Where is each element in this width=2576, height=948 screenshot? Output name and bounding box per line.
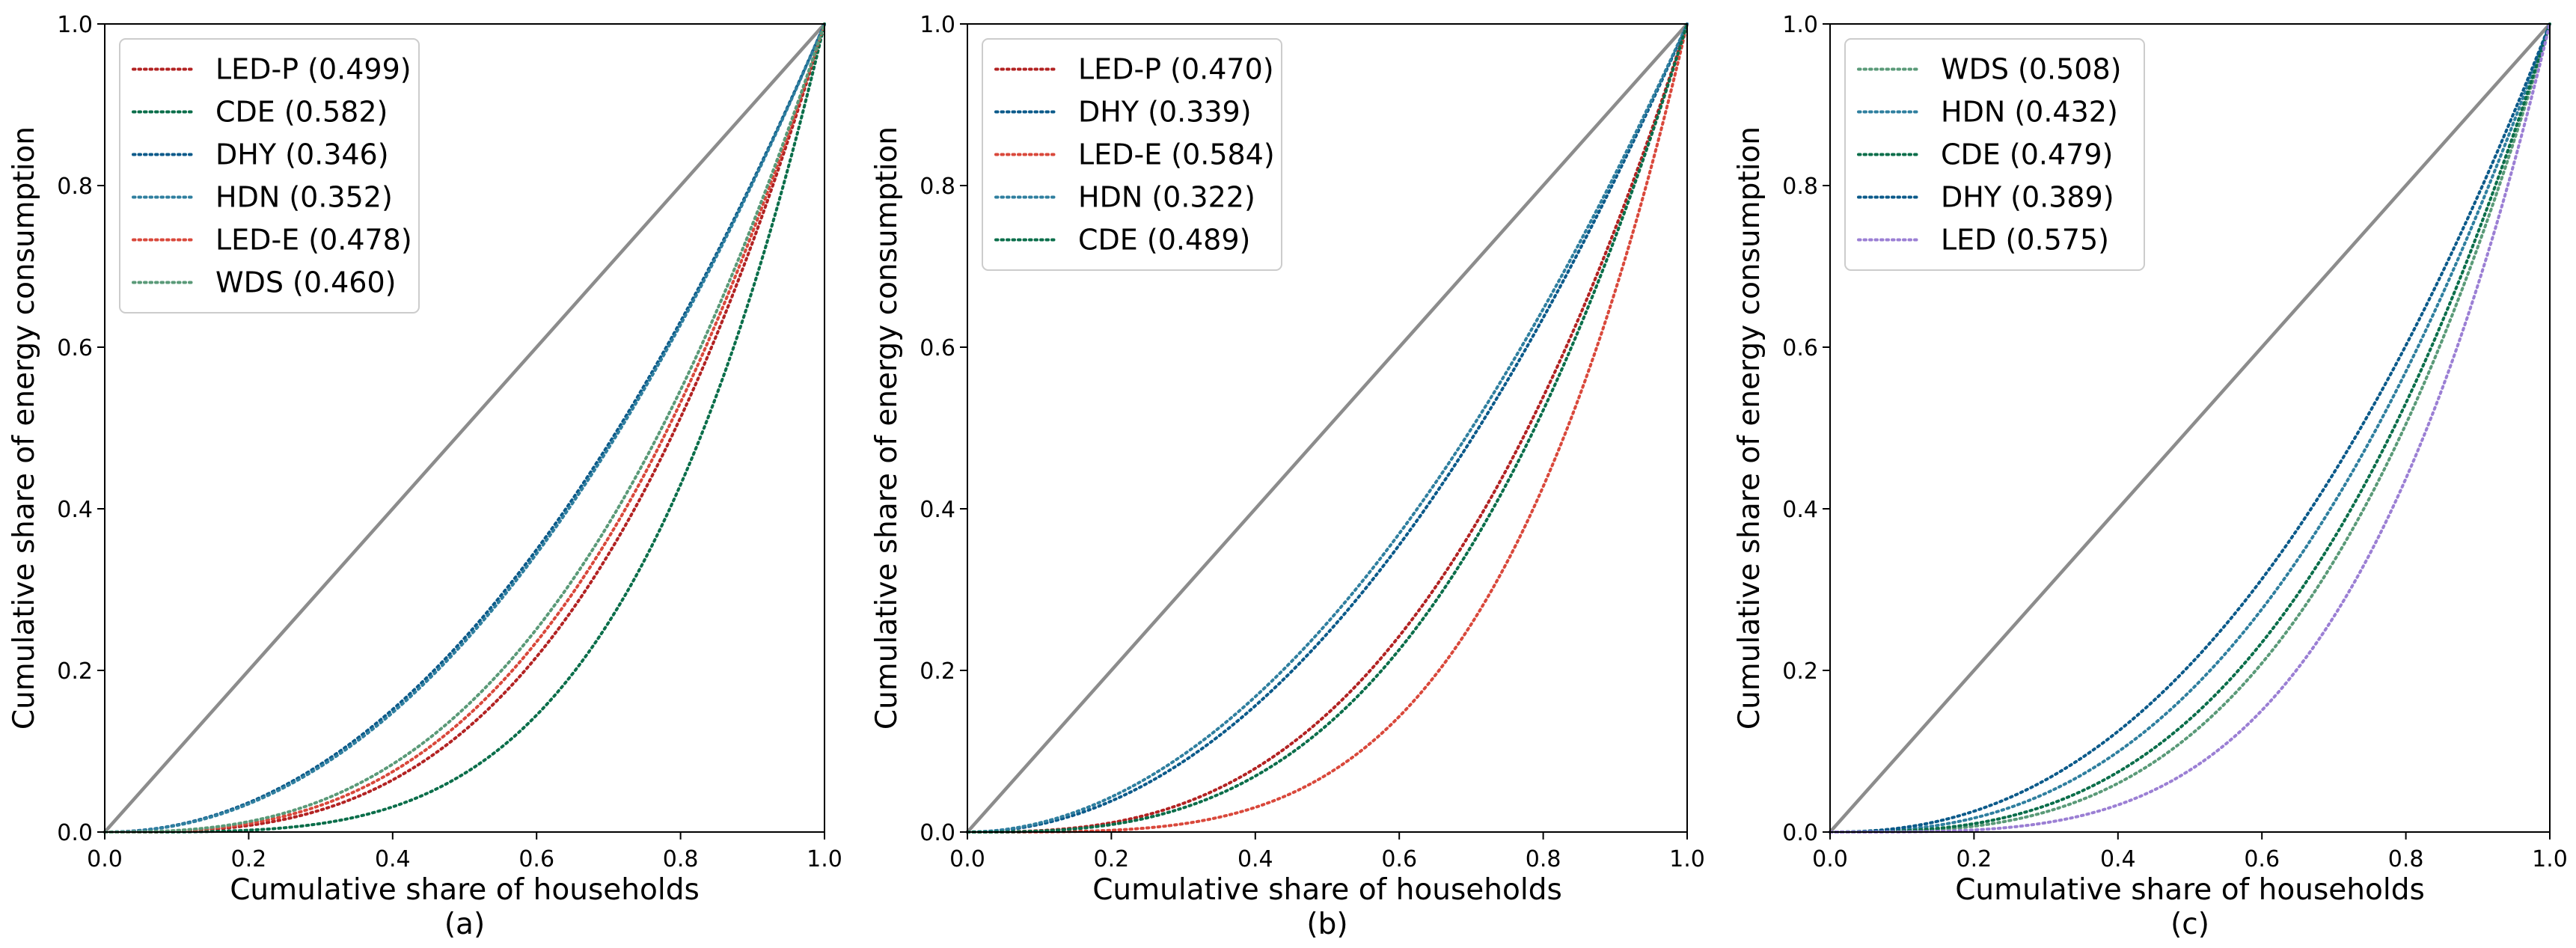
lorenz-curve	[103, 22, 826, 834]
legend-entry-label: WDS (0.460)	[215, 266, 396, 299]
lorenz-curve	[1829, 22, 2551, 834]
y-axis-label: Cumulative share of energy consumption	[870, 126, 904, 730]
legend-entry-label: LED-P (0.470)	[1078, 53, 1274, 86]
x-axis-label: Cumulative share of households	[1092, 873, 1562, 907]
legend-entry-label: CDE (0.479)	[1941, 138, 2113, 171]
chart-panel: 0.0 0.2 0.4 0.6 0.8 1.0 0.0 0.2 0.4 0.6 0.8 1.0 Cumu…	[7, 12, 842, 941]
lorenz-curve	[1829, 22, 2551, 834]
legend-entry-label: LED-P (0.499)	[215, 53, 412, 86]
lorenz-curve	[966, 22, 1689, 834]
y-tick-label: 0.6	[57, 335, 93, 361]
y-axis-label: Cumulative share of energy consumption	[1733, 126, 1766, 730]
x-tick-label: 1.0	[1669, 846, 1705, 872]
chart-panel: 0.0 0.2 0.4 0.6 0.8 1.0 0.0 0.2 0.4 0.6 0.8 1.0 Cumu…	[870, 12, 1705, 941]
panel-caption: (b)	[1306, 908, 1347, 941]
legend-entry-label: HDN (0.322)	[1078, 181, 1255, 214]
lorenz-curve	[966, 22, 1689, 834]
equality-line	[1829, 22, 2551, 834]
legend: LED-P (0.499) CDE (0.582) DHY (0.346) HDN (…	[119, 38, 420, 314]
x-tick-label: 0.8	[663, 846, 699, 872]
x-tick-label: 0.8	[2388, 846, 2424, 872]
y-tick-label: 0.8	[1782, 174, 1818, 200]
x-tick-label: 0.4	[2100, 846, 2136, 872]
legend-entry-label: LED-E (0.478)	[215, 224, 412, 257]
lorenz-curve	[1829, 22, 2551, 834]
legend-entry-label: WDS (0.508)	[1941, 53, 2121, 86]
lorenz-curve	[103, 22, 826, 834]
legend-entry-label: HDN (0.432)	[1941, 96, 2118, 129]
y-tick-label: 0.2	[1782, 658, 1818, 685]
legend-box	[1844, 38, 2145, 271]
lorenz-curve	[966, 22, 1689, 834]
y-tick-label: 0.4	[57, 497, 93, 523]
y-tick-label: 0.0	[920, 820, 955, 846]
y-tick-label: 0.0	[57, 820, 93, 846]
plot-frame	[1829, 23, 2551, 833]
lorenz-curve	[966, 22, 1689, 834]
x-tick-label: 1.0	[807, 846, 842, 872]
equality-line	[103, 22, 826, 834]
y-tick-label: 0.6	[1782, 335, 1818, 361]
legend-entry-label: DHY (0.389)	[1941, 181, 2114, 214]
legend-entry-label: HDN (0.352)	[215, 181, 393, 214]
lorenz-curve	[1829, 22, 2551, 834]
legend: LED-P (0.470) DHY (0.339) LED-E (0.584) HDN…	[982, 38, 1282, 271]
x-tick-label: 0.6	[518, 846, 554, 872]
plot-frame	[967, 23, 1688, 833]
panel-caption: (a)	[444, 908, 485, 941]
legend-box	[119, 38, 420, 314]
legend-box	[982, 38, 1282, 271]
x-tick-label: 1.0	[2532, 846, 2568, 872]
legend-entry-label: CDE (0.489)	[1078, 224, 1250, 257]
legend-entry-label: CDE (0.582)	[215, 96, 388, 129]
x-tick-label: 0.0	[1812, 846, 1848, 872]
y-tick-label: 0.4	[1782, 497, 1818, 523]
y-tick-label: 0.4	[920, 497, 955, 523]
x-tick-label: 0.4	[1237, 846, 1273, 872]
lorenz-curve	[1829, 22, 2551, 834]
y-tick-label: 0.6	[920, 335, 955, 361]
y-tick-label: 0.8	[920, 174, 955, 200]
y-axis-label: Cumulative share of energy consumption	[7, 126, 41, 730]
x-tick-label: 0.2	[1094, 846, 1130, 872]
x-tick-label: 0.4	[375, 846, 411, 872]
x-tick-label: 0.8	[1526, 846, 1561, 872]
lorenz-curve	[103, 22, 826, 834]
x-tick-label: 0.2	[231, 846, 267, 872]
legend-entry-label: DHY (0.339)	[1078, 96, 1252, 129]
x-tick-label: 0.6	[1381, 846, 1417, 872]
equality-line	[966, 22, 1689, 834]
legend: WDS (0.508) HDN (0.432) CDE (0.479) DHY (0.…	[1844, 38, 2145, 271]
plot-frame	[104, 23, 825, 833]
y-tick-label: 0.2	[920, 658, 955, 685]
legend-entry-label: DHY (0.346)	[215, 138, 389, 171]
x-axis-label: Cumulative share of households	[1955, 873, 2425, 907]
y-tick-label: 1.0	[1782, 12, 1818, 38]
y-tick-label: 0.2	[57, 658, 93, 685]
x-axis-label: Cumulative share of households	[230, 873, 700, 907]
x-tick-label: 0.0	[949, 846, 985, 872]
y-tick-label: 1.0	[57, 12, 93, 38]
x-tick-label: 0.6	[2244, 846, 2280, 872]
x-tick-label: 0.2	[1957, 846, 1992, 872]
x-tick-label: 0.0	[87, 846, 123, 872]
y-tick-label: 1.0	[920, 12, 955, 38]
y-tick-label: 0.0	[1782, 820, 1818, 846]
legend-entry-label: LED (0.575)	[1941, 224, 2109, 257]
y-tick-label: 0.8	[57, 174, 93, 200]
panel-caption: (c)	[2170, 908, 2209, 941]
chart-panel: 0.0 0.2 0.4 0.6 0.8 1.0 0.0 0.2 0.4 0.6 0.8 1.0 Cumu…	[1733, 12, 2568, 941]
legend-entry-label: LED-E (0.584)	[1078, 138, 1275, 171]
